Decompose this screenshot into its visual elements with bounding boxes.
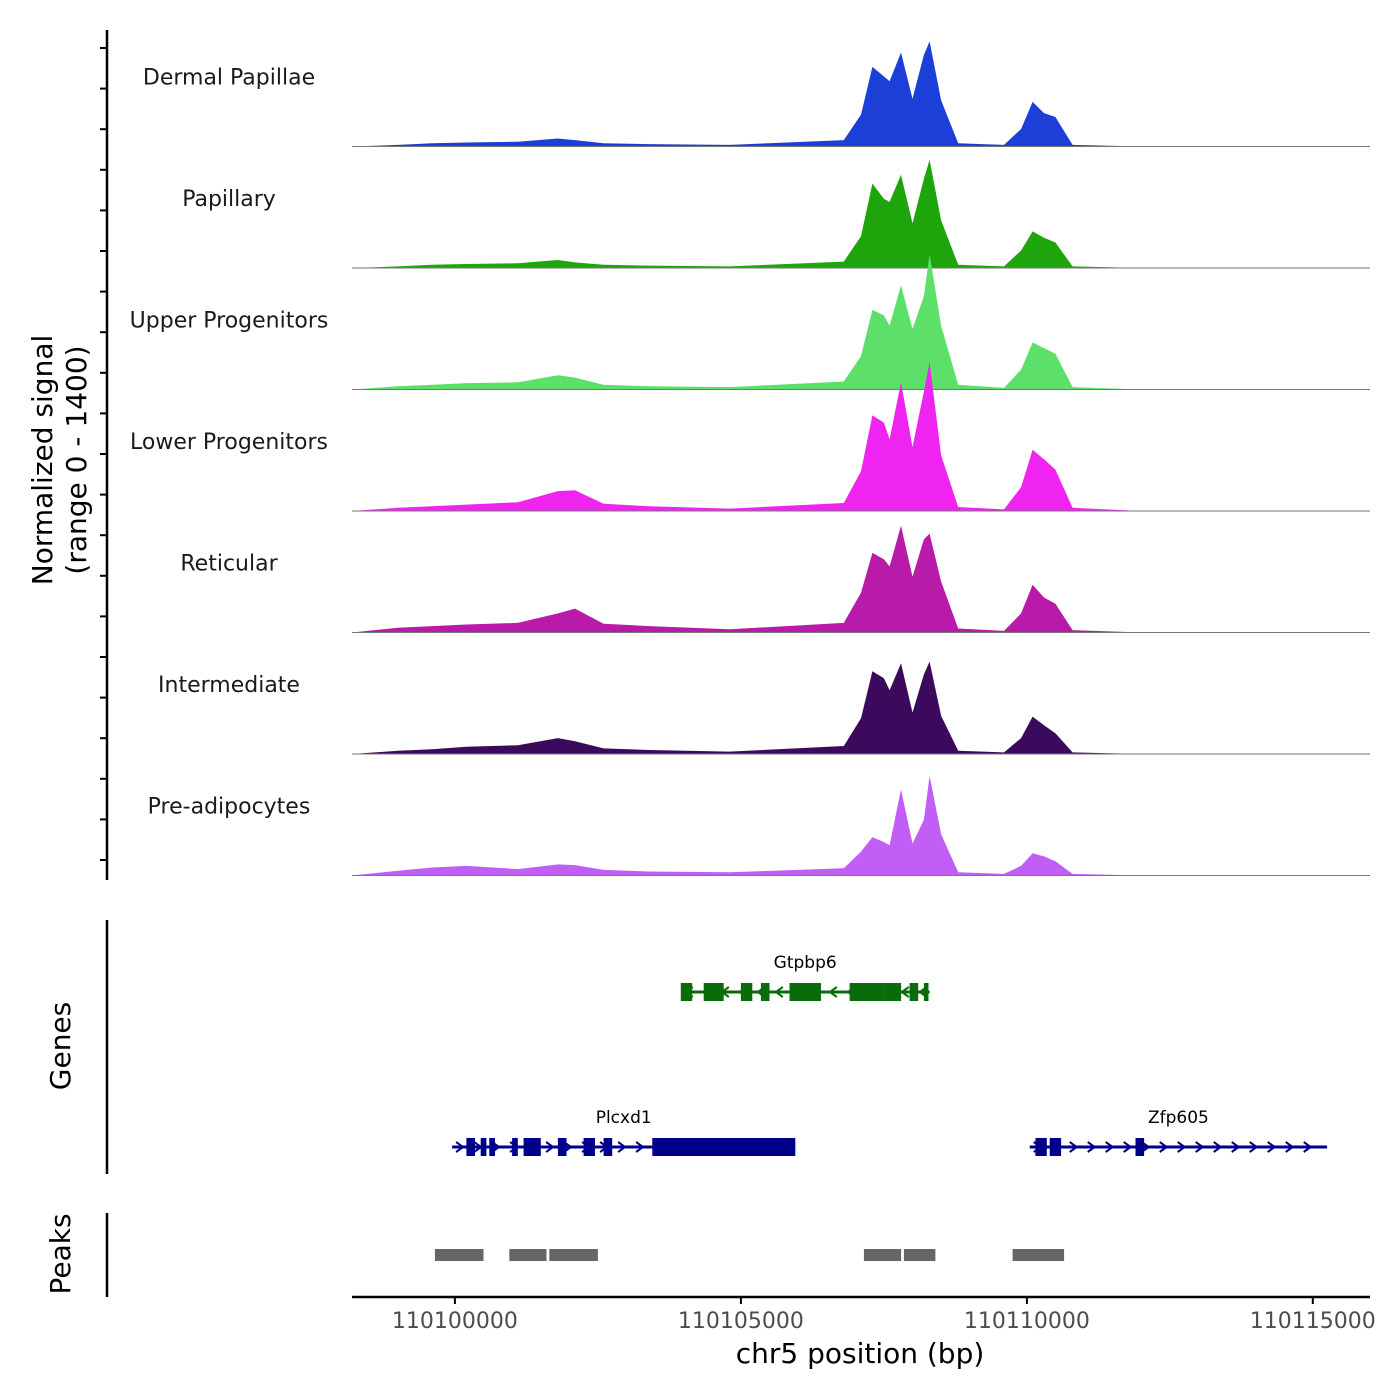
gene-exon [523, 1138, 541, 1156]
x-axis-title: chr5 position (bp) [736, 1337, 985, 1370]
coverage-area [352, 362, 1370, 511]
gene-exon [557, 1138, 567, 1156]
strand-chevron [1159, 1141, 1169, 1153]
strand-chevron [828, 986, 838, 998]
peak-bar [863, 1249, 902, 1261]
peak-bar [549, 1249, 598, 1261]
coverage-tracks: Dermal Papillae Papillary Upper Progenitor… [130, 41, 1370, 876]
strand-chevron [635, 1141, 645, 1153]
strand-chevron [900, 986, 910, 998]
genes-axis-title: Genes [44, 1002, 77, 1090]
x-axis-ticks: 110100000 110105000 110110000 110115000 [392, 1297, 1376, 1334]
gene-exon [480, 1138, 487, 1156]
gene-exon [652, 1138, 796, 1156]
peaks-axis-title: Peaks [44, 1213, 77, 1294]
strand-chevron [1285, 1141, 1295, 1153]
gene-annotations: Gtpbp6 Plcxd1 Zfp605 [452, 953, 1328, 1156]
strand-chevron [1249, 1141, 1259, 1153]
coverage-y-ticks [100, 47, 107, 861]
gene-label: Plcxd1 [596, 1108, 652, 1128]
strand-chevron [1123, 1141, 1133, 1153]
y-axis-title: Normalized signal (range 0 - 1400) [26, 335, 93, 586]
gene-exon [1135, 1138, 1145, 1156]
gene-exon [760, 983, 770, 1001]
strand-chevron [1231, 1141, 1241, 1153]
gene-exon [512, 1138, 518, 1156]
gene-exon [1035, 1138, 1047, 1156]
gene-exon [740, 983, 753, 1001]
strand-chevron [1267, 1141, 1277, 1153]
gene-exon [883, 983, 902, 1001]
track-intermediate: Intermediate [158, 661, 1370, 755]
coverage-area [352, 254, 1370, 390]
strand-chevron [1195, 1141, 1205, 1153]
strand-chevron [545, 1141, 555, 1153]
track-reticular: Reticular [180, 525, 1370, 633]
gene-exon [489, 1138, 495, 1156]
track-papillary: Papillary [182, 159, 1370, 269]
track-label: Intermediate [158, 673, 300, 698]
strand-chevron [455, 1141, 465, 1153]
strand-chevron [1105, 1141, 1115, 1153]
strand-chevron [774, 986, 784, 998]
strand-chevron [1177, 1141, 1187, 1153]
gene-exon [703, 983, 724, 1001]
gene-exon [680, 983, 693, 1001]
track-pre-adipocytes: Pre-adipocytes [148, 775, 1370, 876]
track-label: Pre-adipocytes [148, 795, 311, 820]
strand-chevron [1213, 1141, 1223, 1153]
peak-regions [434, 1249, 1065, 1261]
gene-exon [583, 1138, 595, 1156]
coverage-area [352, 41, 1370, 147]
strand-chevron [1303, 1141, 1313, 1153]
coverage-area [352, 159, 1370, 268]
peak-bar [903, 1249, 936, 1261]
track-label: Reticular [180, 552, 278, 577]
gene-exon [789, 983, 821, 1001]
track-label: Dermal Papillae [143, 66, 315, 91]
coverage-area [352, 525, 1370, 633]
coverage-area [352, 775, 1370, 876]
gene-exon [849, 983, 884, 1001]
y-axis-title-line1: Normalized signal [26, 335, 59, 586]
gene-exon [603, 1138, 613, 1156]
peak-bar [509, 1249, 547, 1261]
gene-zfp605: Zfp605 [1029, 1108, 1328, 1156]
gene-gtpbp6: Gtpbp6 [680, 953, 930, 1001]
gene-exon [466, 1138, 475, 1156]
peak-bar [1012, 1249, 1065, 1261]
strand-chevron [1069, 1141, 1079, 1153]
track-label: Lower Progenitors [130, 430, 328, 455]
track-lower-progenitors: Lower Progenitors [130, 362, 1370, 512]
strand-chevron [617, 1141, 627, 1153]
strand-chevron [1087, 1141, 1097, 1153]
track-label: Upper Progenitors [130, 309, 329, 334]
track-upper-progenitors: Upper Progenitors [130, 254, 1370, 390]
gene-exon [909, 983, 919, 1001]
gene-plcxd1: Plcxd1 [452, 1108, 796, 1156]
y-axis-title-line2: (range 0 - 1400) [60, 345, 93, 574]
x-tick-label: 110100000 [392, 1309, 518, 1334]
gene-exon [1049, 1138, 1062, 1156]
coverage-area [352, 661, 1370, 754]
gene-label: Zfp605 [1148, 1108, 1209, 1128]
gene-label: Gtpbp6 [774, 953, 837, 973]
track-label: Papillary [182, 187, 276, 212]
peak-bar [434, 1249, 484, 1261]
gene-exon [923, 983, 929, 1001]
x-tick-label: 110105000 [678, 1309, 804, 1334]
x-tick-label: 110110000 [964, 1309, 1090, 1334]
track-dermal-papillae: Dermal Papillae [143, 41, 1370, 147]
x-tick-label: 110115000 [1250, 1309, 1376, 1334]
